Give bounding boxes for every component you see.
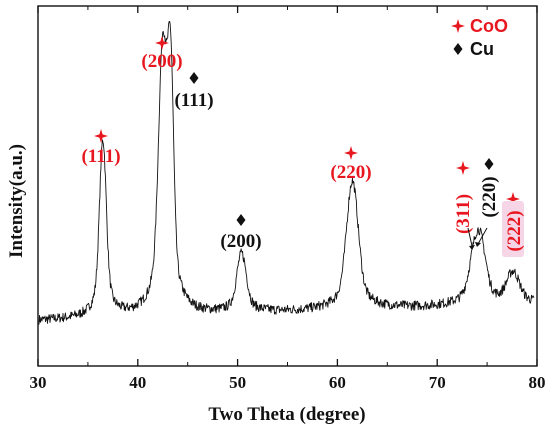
peak-index-label: (220) xyxy=(479,176,500,217)
peak-index-label: (200) xyxy=(141,51,182,72)
x-axis-label: Two Theta (degree) xyxy=(208,404,365,425)
peak-annotation-coo-311: (311) xyxy=(453,161,474,234)
annotation-arrowhead xyxy=(475,242,481,247)
coo-marker xyxy=(456,161,470,175)
coo-marker xyxy=(94,129,108,143)
peak-annotation-cu-200: (200) xyxy=(220,214,262,252)
legend-entry-coo: CoO xyxy=(451,16,508,36)
peak-index-label: (111) xyxy=(81,146,120,167)
xrd-pattern-line xyxy=(38,20,535,325)
x-tick-label: 70 xyxy=(429,373,446,392)
coo-marker xyxy=(155,36,169,50)
y-axis-label: Intensity(a.u.) xyxy=(6,144,27,258)
cu-marker xyxy=(236,214,246,226)
legend-label: Cu xyxy=(470,39,494,59)
peak-annotations: (111)(200)(111)(200)(220)(311) (220)(222) xyxy=(81,36,525,257)
peak-annotation-coo-200: (200) xyxy=(141,36,183,72)
peak-index-label: (311) xyxy=(453,194,474,234)
coo-marker xyxy=(344,146,358,160)
peak-index-label: (200) xyxy=(220,231,261,252)
x-tick-label: 30 xyxy=(30,373,47,392)
x-tick-label: 50 xyxy=(229,373,246,392)
peak-annotation-cu-220: (220) xyxy=(479,158,500,218)
x-tick-label: 80 xyxy=(529,373,546,392)
peak-index-label: (222) xyxy=(504,210,525,251)
peak-index-label: (111) xyxy=(174,90,213,111)
cu-marker xyxy=(484,158,494,170)
legend-entry-cu: Cu xyxy=(453,39,494,59)
coo-marker xyxy=(506,192,520,206)
legend: CoO Cu xyxy=(451,16,508,59)
annotation-arrow xyxy=(477,227,488,245)
annotation-arrow xyxy=(467,227,473,247)
legend-cu-marker xyxy=(453,43,463,55)
x-tick-label: 40 xyxy=(129,373,146,392)
peak-index-label: (220) xyxy=(330,162,371,183)
cu-marker xyxy=(189,72,199,84)
annotation-arrowhead xyxy=(469,245,475,250)
legend-coo-marker xyxy=(451,19,465,33)
x-tick-label: 60 xyxy=(329,373,346,392)
legend-label: CoO xyxy=(470,16,508,36)
label-highlight xyxy=(502,201,524,257)
peak-annotation-coo-220: (220) xyxy=(330,146,372,183)
axes: 30 40 50 60 70 80 xyxy=(30,5,546,392)
peak-annotation-cu-111: (111) xyxy=(174,72,214,111)
plot-area xyxy=(38,20,535,325)
peak-annotation-coo-222: (222) xyxy=(502,192,525,257)
plot-frame xyxy=(37,5,538,367)
peak-annotation-coo-111: (111) xyxy=(81,129,121,167)
